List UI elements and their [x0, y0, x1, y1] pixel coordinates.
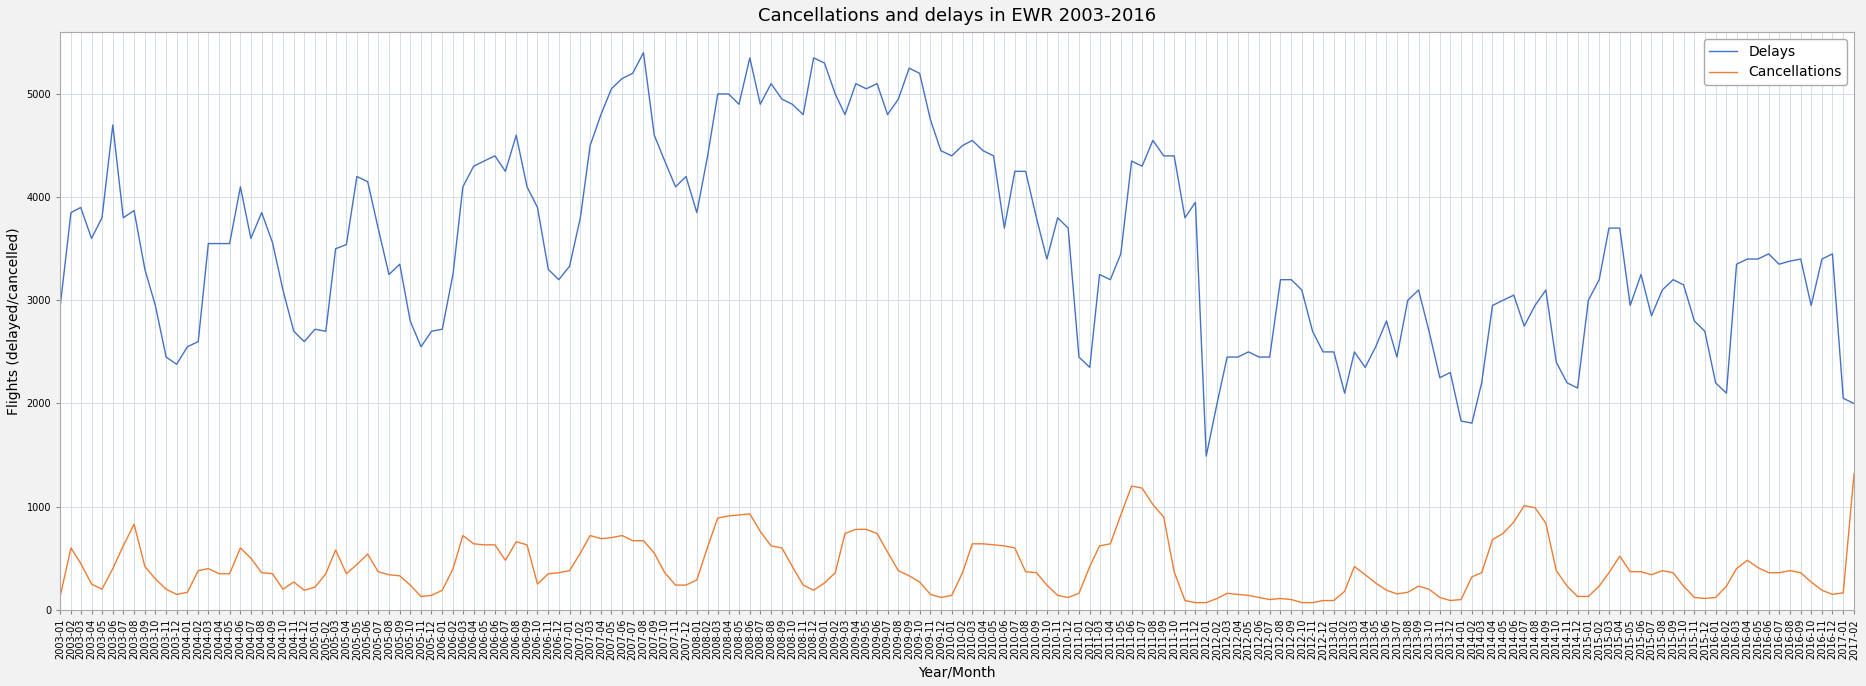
Y-axis label: Flights (delayed/cancelled): Flights (delayed/cancelled): [7, 227, 21, 415]
Title: Cancellations and delays in EWR 2003-2016: Cancellations and delays in EWR 2003-201…: [758, 7, 1157, 25]
Legend: Delays, Cancellations: Delays, Cancellations: [1704, 39, 1847, 85]
X-axis label: Year/Month: Year/Month: [918, 665, 996, 679]
Line: Delays: Delays: [60, 53, 1855, 456]
Line: Cancellations: Cancellations: [60, 473, 1855, 602]
